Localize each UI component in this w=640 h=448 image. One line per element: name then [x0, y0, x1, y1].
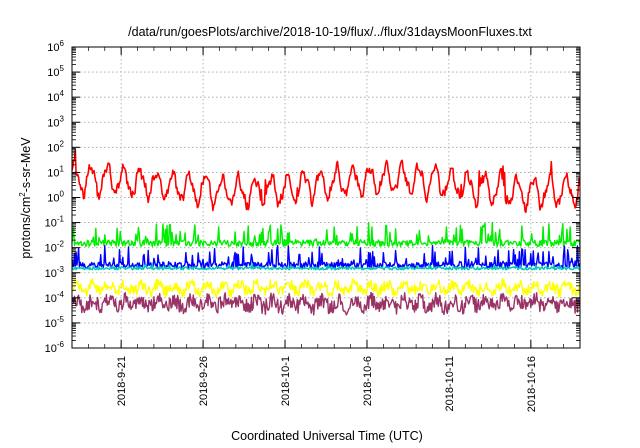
- y-tick-label: 105: [47, 64, 64, 79]
- y-tick-label: 10-1: [45, 215, 65, 230]
- x-tick-label: 2018-9-26: [198, 356, 210, 406]
- series-line-3: [71, 244, 581, 269]
- x-axis-label: Coordinated Universal Time (UTC): [231, 429, 423, 443]
- y-tick-label: 103: [47, 114, 64, 129]
- series-line-1: [71, 149, 581, 213]
- y-axis-label: protons/cm2-s-sr-MeV: [18, 137, 33, 259]
- series-line-5: [71, 277, 581, 298]
- series-line-4: [71, 262, 581, 271]
- x-tick-label: 2018-10-16: [526, 356, 538, 412]
- tick-marks: [71, 46, 581, 349]
- series-line-2: [71, 221, 581, 248]
- y-tick-label: 106: [47, 39, 64, 54]
- grid-lines: [72, 47, 580, 348]
- y-tick-label: 100: [47, 190, 64, 205]
- y-tick-label: 10-2: [45, 240, 65, 255]
- y-tick-label: 101: [47, 164, 64, 179]
- series-line-6: [71, 291, 581, 316]
- y-tick-label: 10-4: [45, 290, 65, 305]
- x-tick-label: 2018-10-1: [280, 356, 292, 406]
- y-tick-label: 10-6: [45, 340, 65, 355]
- x-tick-label: 2018-9-21: [116, 356, 128, 406]
- y-tick-label: 10-5: [45, 315, 65, 330]
- x-tick-labels: 2018-9-21 2018-9-26 2018-10-1 2018-10-6 2018…: [116, 356, 538, 412]
- y-tick-label: 102: [47, 139, 64, 154]
- x-tick-label: 2018-10-6: [362, 356, 374, 406]
- chart-title: /data/run/goesPlots/archive/2018-10-19/f…: [128, 25, 532, 39]
- y-tick-label: 104: [47, 89, 64, 104]
- series-lines: [71, 149, 581, 316]
- x-tick-label: 2018-10-11: [444, 356, 456, 411]
- y-tick-labels: 106 105 104 103 102 101 100 10-1 10-2 10-3 10-4 10-…: [45, 39, 65, 355]
- y-tick-label: 10-3: [45, 265, 65, 280]
